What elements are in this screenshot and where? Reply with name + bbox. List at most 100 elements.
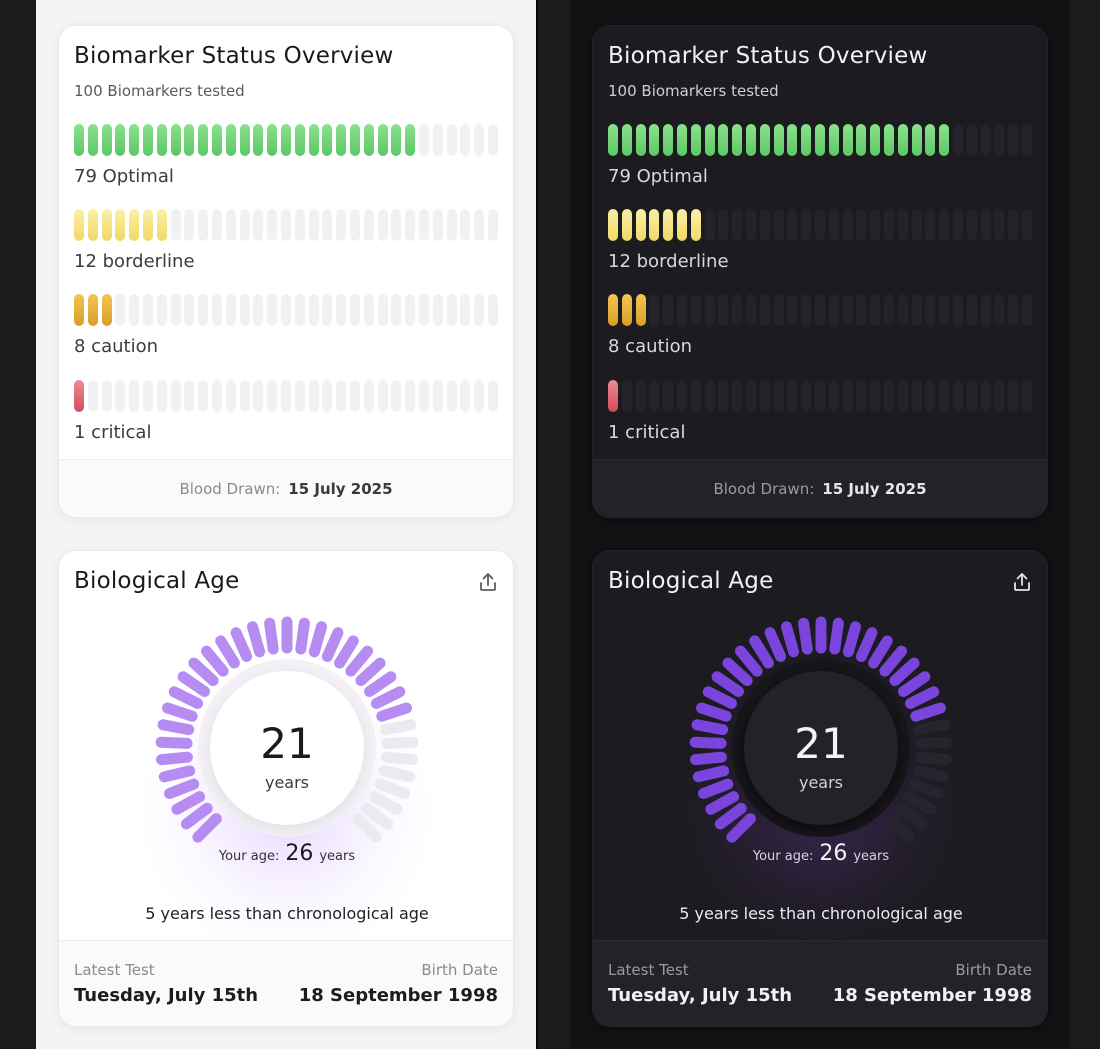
share-icon[interactable] [477, 571, 499, 593]
segment-empty [911, 380, 922, 412]
segment-filled [74, 294, 84, 326]
segment-filled [635, 294, 646, 326]
segment-filled [267, 124, 278, 156]
age-difference-text: 5 years less than chronological age [679, 904, 963, 923]
segment-empty [1022, 380, 1032, 412]
segment-empty [198, 294, 209, 326]
segment-empty [322, 209, 333, 241]
gauge-tick-active [749, 635, 774, 669]
segment-empty [1008, 294, 1019, 326]
biomarker-count-subtitle: 100 Biomarkers tested [74, 82, 245, 100]
share-icon[interactable] [1011, 571, 1033, 593]
segment-filled [801, 124, 812, 156]
segment-filled [773, 124, 784, 156]
optimal-label: 79 Optimal [608, 166, 708, 187]
blood-drawn-label: Blood Drawn: [713, 480, 815, 498]
light-theme-panel: Biomarker Status Overview 100 Biomarkers… [36, 0, 536, 1049]
segment-empty [350, 209, 360, 241]
segment-empty [432, 380, 443, 412]
segment-filled [294, 124, 305, 156]
segment-filled [608, 380, 618, 412]
segment-empty [704, 294, 715, 326]
segment-empty [115, 380, 126, 412]
panel-divider [536, 0, 538, 1049]
segment-filled [608, 124, 618, 156]
segment-empty [101, 380, 112, 412]
segment-empty [212, 294, 222, 326]
segment-empty [663, 294, 674, 326]
segment-empty [649, 294, 660, 326]
segment-empty [322, 294, 333, 326]
segment-empty [350, 294, 360, 326]
birth-date-value: 18 September 1998 [298, 985, 498, 1006]
segment-empty [488, 209, 498, 241]
segment-filled [621, 124, 632, 156]
segment-empty [294, 209, 305, 241]
segment-empty [308, 380, 319, 412]
segment-filled [350, 124, 360, 156]
segment-filled [635, 124, 646, 156]
segment-empty [253, 294, 264, 326]
gauge-tick-active [158, 765, 196, 783]
segment-filled [690, 124, 701, 156]
segment-empty [336, 380, 347, 412]
segment-filled [87, 124, 98, 156]
gauge-tick-active [188, 657, 219, 687]
segment-empty [870, 380, 881, 412]
segment-empty [156, 294, 167, 326]
biomarker-status-card: Biomarker Status Overview 100 Biomarkers… [58, 25, 514, 518]
age-difference-text: 5 years less than chronological age [145, 904, 429, 923]
gauge-tick-active [735, 645, 763, 677]
gauge-tick-active [698, 778, 734, 799]
gauge-tick-active [910, 702, 946, 722]
segment-empty [718, 380, 729, 412]
critical-segment-bar [608, 380, 1034, 412]
latest-test-value: Tuesday, July 15th [608, 985, 793, 1006]
gauge-tick-inactive [908, 778, 944, 799]
segment-empty [170, 294, 181, 326]
biological-age-unit: years [798, 773, 844, 792]
segment-empty [488, 124, 498, 156]
gauge-tick-active [702, 686, 737, 709]
segment-empty [718, 209, 729, 241]
optimal-segment-bar [608, 124, 1034, 156]
borderline-label: 12 borderline [74, 251, 195, 272]
segment-empty [432, 294, 443, 326]
segment-empty [391, 294, 402, 326]
segment-empty [732, 380, 743, 412]
gauge-tick-active [247, 621, 266, 658]
segment-empty [787, 209, 798, 241]
segment-empty [856, 380, 867, 412]
segment-empty [732, 209, 743, 241]
segment-empty [980, 294, 991, 326]
gauge-tick-active [308, 621, 327, 658]
gauge-tick-active [371, 686, 406, 709]
caution-segment-bar [74, 294, 500, 326]
gauge-tick-active [690, 751, 727, 766]
segment-empty [170, 209, 181, 241]
blood-drawn-info: Blood Drawn: 15 July 2025 [593, 480, 1047, 498]
segment-filled [322, 124, 333, 156]
gauge-tick-active [230, 627, 253, 662]
gauge-tick-active [215, 635, 240, 669]
segment-empty [239, 209, 250, 241]
biomarker-count-subtitle: 100 Biomarkers tested [608, 82, 779, 100]
segment-empty [184, 209, 195, 241]
segment-empty [746, 380, 756, 412]
gauge-tick-active [264, 617, 279, 655]
segment-empty [212, 209, 222, 241]
gauge-tick-active [177, 671, 210, 697]
segment-empty [953, 294, 963, 326]
segment-empty [801, 380, 812, 412]
gauge-tick-inactive [368, 791, 403, 815]
segment-filled [746, 124, 756, 156]
gauge-tick-active [180, 802, 213, 830]
segment-empty [474, 380, 485, 412]
optimal-segment-bar [74, 124, 500, 156]
blood-drawn-footer: Blood Drawn: 15 July 2025 [59, 459, 513, 517]
segment-filled [115, 124, 126, 156]
segment-filled [649, 124, 660, 156]
segment-filled [129, 209, 140, 241]
segment-empty [432, 209, 443, 241]
segment-empty [460, 294, 471, 326]
